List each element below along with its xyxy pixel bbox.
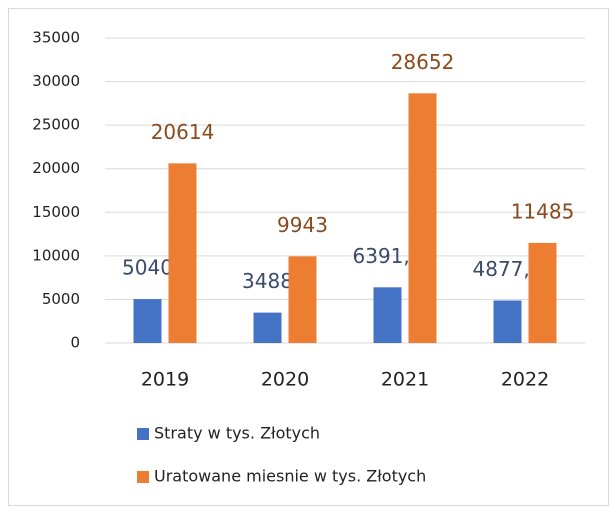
bar bbox=[528, 242, 557, 343]
y-tick-label: 35000 bbox=[32, 29, 80, 47]
legend-label: Uratowane miesnie w tys. Złotych bbox=[154, 467, 426, 486]
data-label: 11485 bbox=[511, 199, 575, 223]
data-label: 28652 bbox=[391, 50, 455, 74]
y-tick-label: 30000 bbox=[32, 72, 80, 90]
bar bbox=[168, 163, 197, 343]
y-tick-label: 15000 bbox=[32, 203, 80, 221]
bar bbox=[408, 93, 437, 343]
y-tick-label: 10000 bbox=[32, 246, 80, 264]
data-label: 9943 bbox=[277, 213, 328, 237]
data-label: 5040 bbox=[122, 256, 173, 280]
x-tick-label: 2021 bbox=[381, 369, 429, 391]
x-tick-label: 2022 bbox=[501, 369, 549, 391]
bar bbox=[253, 312, 282, 343]
x-tick-label: 2019 bbox=[141, 369, 189, 391]
x-tick-label: 2020 bbox=[261, 369, 309, 391]
legend-label: Straty w tys. Złotych bbox=[154, 424, 320, 443]
bar bbox=[288, 256, 317, 343]
bar bbox=[133, 299, 162, 343]
y-tick-label: 20000 bbox=[32, 159, 80, 177]
legend-swatch bbox=[137, 471, 149, 483]
data-label: 3488 bbox=[242, 269, 293, 293]
bar bbox=[373, 287, 402, 343]
data-label: 20614 bbox=[151, 120, 215, 144]
bar bbox=[493, 300, 522, 343]
y-tick-label: 25000 bbox=[32, 116, 80, 134]
y-tick-label: 0 bbox=[70, 334, 80, 352]
legend-swatch bbox=[137, 428, 149, 440]
y-tick-label: 5000 bbox=[42, 290, 80, 308]
